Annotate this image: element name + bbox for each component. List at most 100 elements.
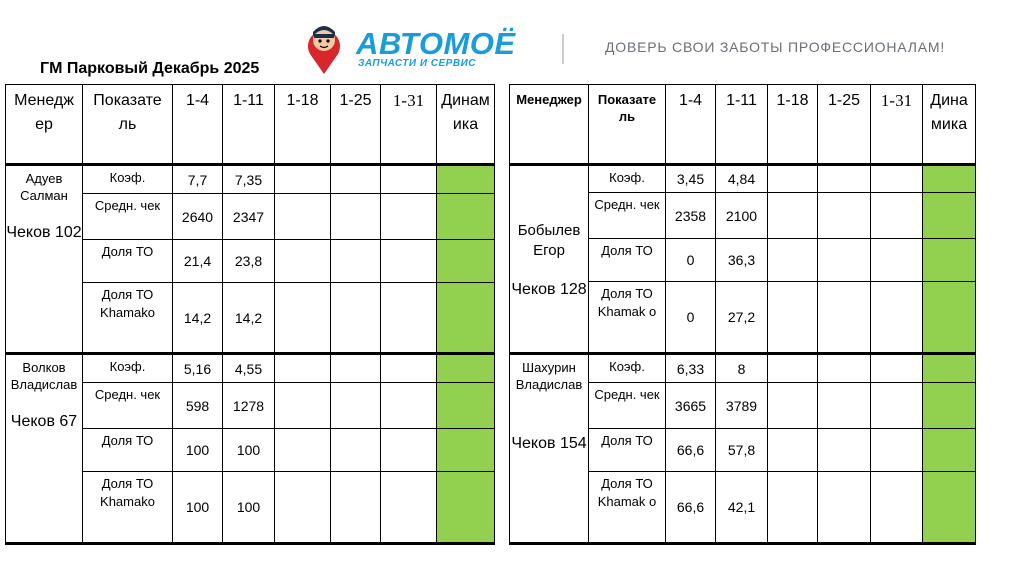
- col-header-1-25: 1-25: [817, 84, 871, 166]
- page-title: ГМ Парковый Декабрь 2025: [40, 60, 260, 77]
- table-row: Доля ТО Khamak o 0 27,2: [510, 281, 976, 355]
- manager-name: Адуев Салман: [20, 171, 68, 203]
- value-cell: [380, 164, 437, 194]
- table-row: Средн. чек 3665 3789: [510, 382, 976, 429]
- col-header-1-18: 1-18: [274, 84, 331, 166]
- col-header-1-25: 1-25: [330, 84, 381, 166]
- left-kpi-table: Менедж ер Показате ль 1-4 1-11 1-18 1-25…: [5, 84, 495, 545]
- value-cell: [817, 281, 871, 355]
- dynamics-cell: [436, 164, 495, 194]
- value-cell: 3665: [665, 382, 716, 429]
- value-cell: 1278: [222, 382, 275, 429]
- value-cell: [817, 192, 871, 239]
- header-divider: [562, 34, 564, 64]
- value-cell: 14,2: [172, 282, 223, 355]
- table-row: Адуев Салман Чеков 102 Коэф. 7,7 7,35: [5, 164, 495, 355]
- indicator-label: Доля ТО Khamako: [82, 282, 173, 355]
- table-row: Доля ТО 100 100: [6, 428, 495, 472]
- value-cell: 66,6: [665, 428, 716, 472]
- value-cell: [274, 164, 331, 194]
- value-cell: 3789: [715, 382, 768, 429]
- value-cell: [767, 353, 818, 383]
- value-cell: [870, 353, 923, 383]
- table-header-row: Менеджер Показате ль 1-4 1-11 1-18 1-25 …: [509, 84, 976, 166]
- value-cell: [767, 382, 818, 429]
- brand-tagline: ЗАПЧАСТИ И СЕРВИС: [358, 58, 476, 69]
- value-cell: 2640: [172, 193, 223, 240]
- value-cell: [380, 193, 437, 240]
- col-header-manager: Менедж ер: [5, 84, 83, 166]
- indicator-label: Доля ТО: [588, 238, 666, 282]
- value-cell: 3,45: [665, 164, 716, 193]
- indicator-label: Коэф.: [82, 353, 173, 383]
- indicator-label: Средн. чек: [82, 193, 173, 240]
- dynamics-cell: [436, 428, 495, 472]
- checks-count: Чеков 67: [10, 413, 78, 430]
- value-cell: [274, 282, 331, 355]
- mascot-icon: [308, 26, 340, 74]
- brand-name: АВТОМОЁ: [356, 26, 516, 61]
- manager-name: Волков Владислав: [10, 360, 78, 392]
- indicator-label: Доля ТО Khamak o: [588, 281, 666, 355]
- col-header-dynamics: Динам ика: [436, 84, 495, 166]
- value-cell: [330, 382, 381, 429]
- col-header-1-4: 1-4: [665, 84, 716, 166]
- value-cell: 2100: [715, 192, 768, 239]
- manager-name: Бобылев Егор: [517, 222, 581, 259]
- value-cell: [330, 353, 381, 383]
- value-cell: [380, 239, 437, 283]
- dynamics-cell: [436, 282, 495, 355]
- value-cell: 21,4: [172, 239, 223, 283]
- indicator-label: Коэф.: [588, 164, 666, 193]
- value-cell: [380, 382, 437, 429]
- dynamics-cell: [922, 471, 976, 545]
- value-cell: 57,8: [715, 428, 768, 472]
- value-cell: 0: [665, 238, 716, 282]
- indicator-label: Коэф.: [82, 164, 173, 194]
- value-cell: [274, 428, 331, 472]
- table-row: Доля ТО 66,6 57,8: [510, 428, 976, 472]
- value-cell: 0: [665, 281, 716, 355]
- value-cell: [870, 281, 923, 355]
- value-cell: 2358: [665, 192, 716, 239]
- value-cell: [817, 164, 871, 193]
- checks-count: Чеков 102: [6, 224, 82, 241]
- col-header-1-31: 1-31: [380, 84, 437, 166]
- value-cell: [380, 471, 437, 545]
- manager-cell: Волков Владислав Чеков 67: [5, 353, 83, 545]
- indicator-label: Средн. чек: [588, 192, 666, 239]
- value-cell: [817, 238, 871, 282]
- table-row: Доля ТО 0 36,3: [510, 238, 976, 282]
- indicator-label: Доля ТО: [82, 239, 173, 283]
- indicator-label: Средн. чек: [82, 382, 173, 429]
- table-row: Шахурин Владислав Чеков 154 Коэф. 6,33 8: [509, 353, 976, 545]
- dynamics-cell: [922, 281, 976, 355]
- table-row: Волков Владислав Чеков 67 Коэф. 5,16 4,5…: [5, 353, 495, 545]
- dynamics-cell: [922, 192, 976, 239]
- dynamics-cell: [436, 193, 495, 240]
- col-header-1-18: 1-18: [767, 84, 818, 166]
- value-cell: [274, 471, 331, 545]
- table-row: Доля ТО 21,4 23,8: [6, 239, 495, 283]
- value-cell: 100: [172, 471, 223, 545]
- dynamics-cell: [436, 382, 495, 429]
- value-cell: [870, 192, 923, 239]
- value-cell: [767, 164, 818, 193]
- value-cell: [767, 471, 818, 545]
- value-cell: [274, 382, 331, 429]
- value-cell: [330, 193, 381, 240]
- value-cell: [870, 471, 923, 545]
- value-cell: 100: [222, 471, 275, 545]
- value-cell: [380, 353, 437, 383]
- value-cell: 5,16: [172, 353, 223, 383]
- value-cell: [330, 471, 381, 545]
- col-header-1-4: 1-4: [172, 84, 223, 166]
- table-row: Доля ТО Khamako 100 100: [6, 471, 495, 545]
- indicator-label: Средн. чек: [588, 382, 666, 429]
- slogan: ДОВЕРЬ СВОИ ЗАБОТЫ ПРОФЕССИОНАЛАМ!: [605, 39, 946, 55]
- value-cell: [274, 353, 331, 383]
- value-cell: [870, 382, 923, 429]
- dynamics-cell: [436, 239, 495, 283]
- col-header-1-11: 1-11: [222, 84, 275, 166]
- value-cell: [767, 192, 818, 239]
